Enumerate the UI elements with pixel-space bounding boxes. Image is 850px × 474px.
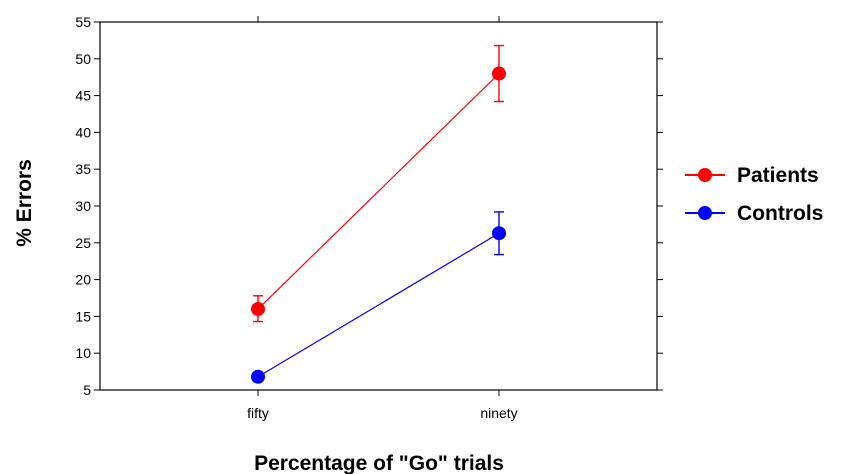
x-tick-label: ninety <box>480 405 517 421</box>
y-tick-label: 25 <box>75 235 91 251</box>
y-tick-label: 20 <box>75 272 91 288</box>
y-tick-label: 55 <box>75 14 91 30</box>
legend-marker-patients <box>698 168 712 182</box>
legend: Patients Controls <box>685 164 823 225</box>
y-axis-title: % Errors <box>13 159 36 247</box>
data-point-controls <box>251 369 265 384</box>
y-tick-label: 40 <box>75 124 91 140</box>
data-point-controls <box>492 226 506 241</box>
y-tick-label: 10 <box>75 345 91 361</box>
legend-label-patients: Patients <box>737 164 819 187</box>
x-axis-title: Percentage of "Go" trials <box>254 452 504 474</box>
y-tick-label: 45 <box>75 88 91 104</box>
plot-border <box>99 21 658 391</box>
series-line-controls <box>257 232 500 378</box>
series-line-patients <box>257 73 500 310</box>
y-tick-label: 30 <box>75 198 91 214</box>
y-tick-label: 15 <box>75 308 91 324</box>
y-tick-label: 50 <box>75 51 91 67</box>
legend-marker-controls <box>698 206 712 220</box>
y-axis: 5 10 15 20 25 30 35 40 45 50 55 <box>75 14 663 398</box>
data-point-patients <box>251 302 265 317</box>
y-tick-label: 35 <box>75 161 91 177</box>
data-point-patients <box>492 66 506 81</box>
x-axis: fifty ninety <box>247 16 518 421</box>
series-layer <box>251 44 506 384</box>
plot-area <box>99 21 658 391</box>
y-tick-label: 5 <box>83 382 91 398</box>
x-tick-label: fifty <box>247 405 269 421</box>
legend-label-controls: Controls <box>737 202 823 225</box>
